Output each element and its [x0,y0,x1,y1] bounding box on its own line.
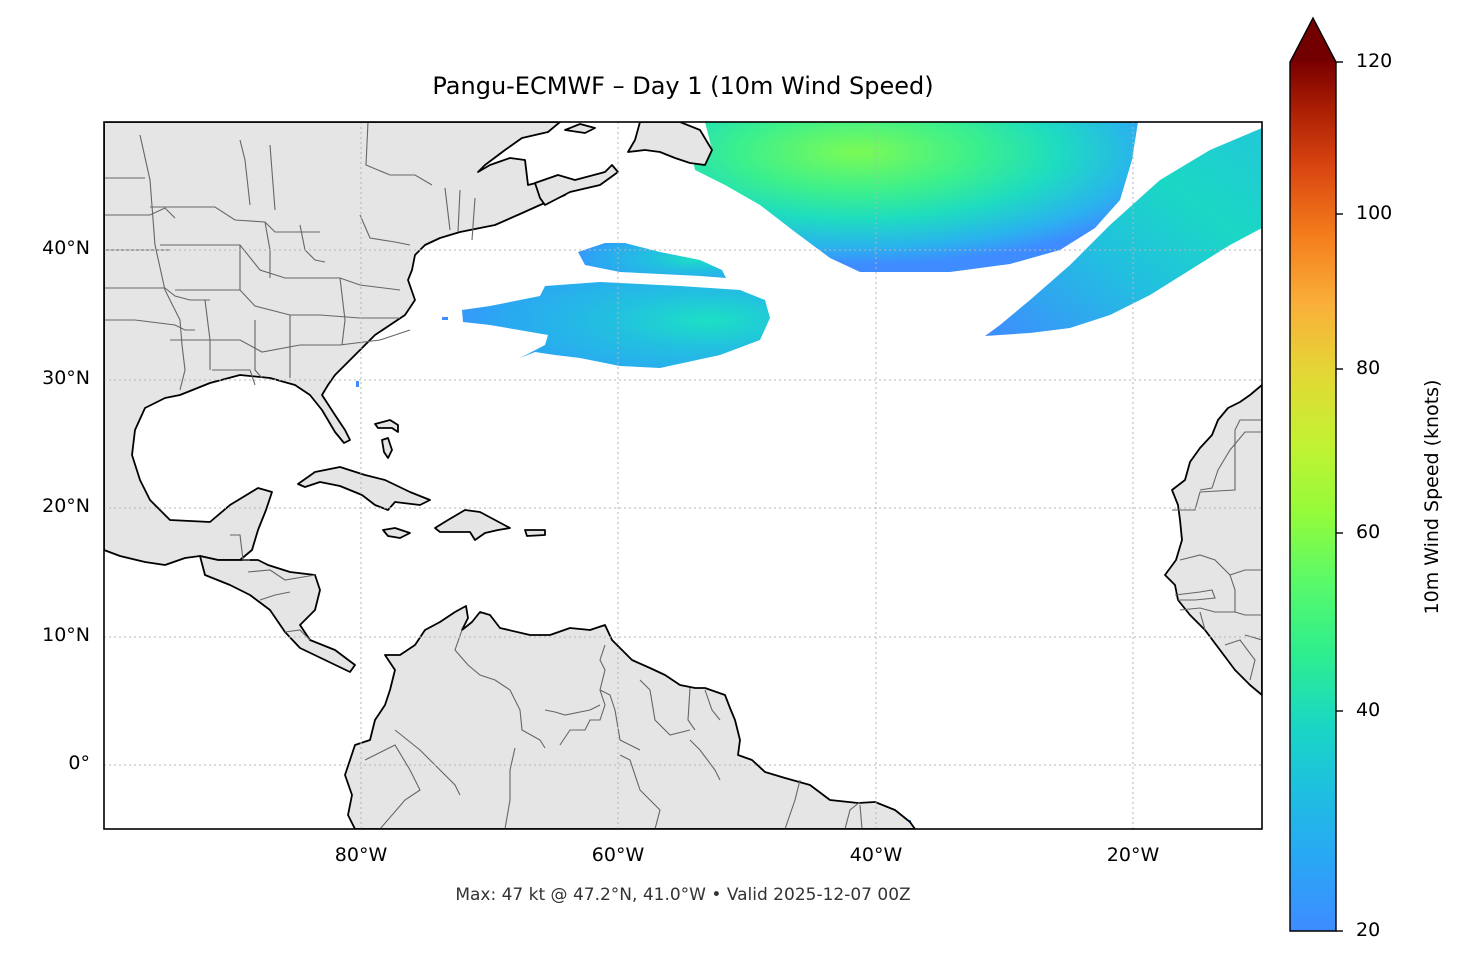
colorbar-tick-80: 80 [1356,357,1381,379]
gridlines [104,122,1262,829]
colorbar-tick-100: 100 [1356,202,1393,224]
x-tick-20w: 20°W [1106,844,1160,866]
y-tick-0: 0° [68,752,90,774]
borders [104,122,1262,829]
x-tick-80w: 80°W [334,844,388,866]
colorbar-tick-40: 40 [1356,699,1381,721]
colorbar-tick-60: 60 [1356,521,1381,543]
y-tick-30n: 30°N [42,367,90,389]
chart-subtitle: Max: 47 kt @ 47.2°N, 41.0°W • Valid 2025… [455,885,911,905]
y-tick-10n: 10°N [42,624,90,646]
map-frame [103,121,1263,830]
colorbar-tick-120: 120 [1356,50,1393,72]
y-tick-40n: 40°N [42,237,90,259]
x-tick-60w: 60°W [591,844,645,866]
x-tick-40w: 40°W [849,844,903,866]
colorbar-tick-20: 20 [1356,919,1381,941]
wind-speed-field [356,122,1262,826]
colorbar-label: 10m Wind Speed (knots) [1421,379,1443,615]
colorbar [1289,16,1343,932]
land [104,122,1262,829]
y-tick-20n: 20°N [42,495,90,517]
chart-title: Pangu-ECMWF – Day 1 (10m Wind Speed) [432,72,934,100]
